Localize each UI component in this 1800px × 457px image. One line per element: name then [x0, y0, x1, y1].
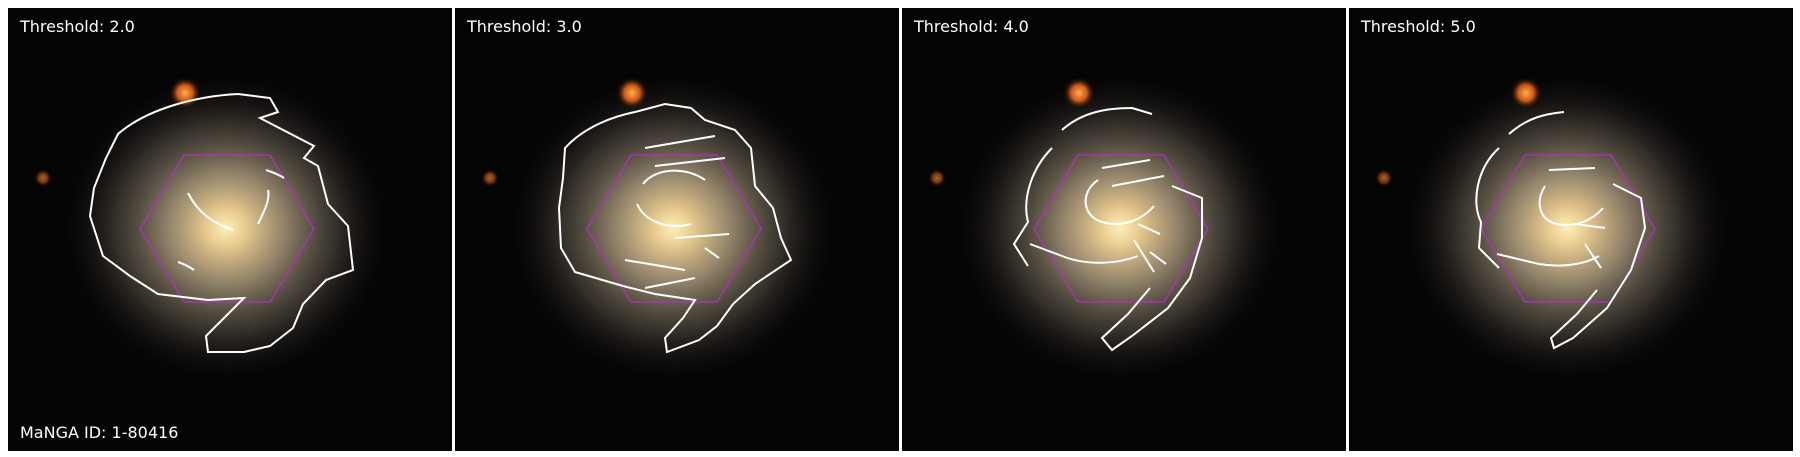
faint-star — [34, 169, 52, 187]
galaxy-image — [1349, 8, 1793, 451]
ifu-hexagon — [586, 154, 762, 303]
galaxy-image — [8, 8, 452, 451]
galaxy-halo — [503, 68, 843, 388]
ifu-hexagon — [1033, 154, 1209, 303]
galaxy-halo — [950, 68, 1290, 388]
panel-threshold-3: Threshold: 3.0 — [455, 8, 899, 451]
contour-outline — [1475, 111, 1647, 350]
threshold-label: Threshold: 2.0 — [20, 17, 135, 36]
threshold-label: Threshold: 5.0 — [1361, 17, 1476, 36]
panel-threshold-2: Threshold: 2.0 MaNGA ID: 1-80416 — [8, 8, 452, 451]
galaxy-image — [455, 8, 899, 451]
faint-star — [1375, 169, 1393, 187]
contour-inner — [624, 135, 730, 289]
contour-inner — [177, 169, 285, 271]
ifu-hexagon — [139, 154, 315, 303]
contour-inner — [1084, 159, 1167, 273]
contour-outline — [88, 92, 355, 353]
faint-star — [928, 169, 946, 187]
threshold-label: Threshold: 4.0 — [914, 17, 1029, 36]
foreground-star — [1063, 77, 1095, 109]
threshold-label: Threshold: 3.0 — [467, 17, 582, 36]
galaxy-image — [902, 8, 1346, 451]
panel-threshold-5: Threshold: 5.0 — [1349, 8, 1793, 451]
contour-inner — [1538, 167, 1606, 269]
foreground-star — [1510, 77, 1542, 109]
faint-star — [481, 169, 499, 187]
contour-outline — [1012, 106, 1203, 352]
foreground-star — [616, 77, 648, 109]
contour-outline — [557, 102, 793, 354]
panel-threshold-4: Threshold: 4.0 — [902, 8, 1346, 451]
galaxy-halo — [1397, 68, 1737, 388]
manga-id-label: MaNGA ID: 1-80416 — [20, 423, 179, 442]
